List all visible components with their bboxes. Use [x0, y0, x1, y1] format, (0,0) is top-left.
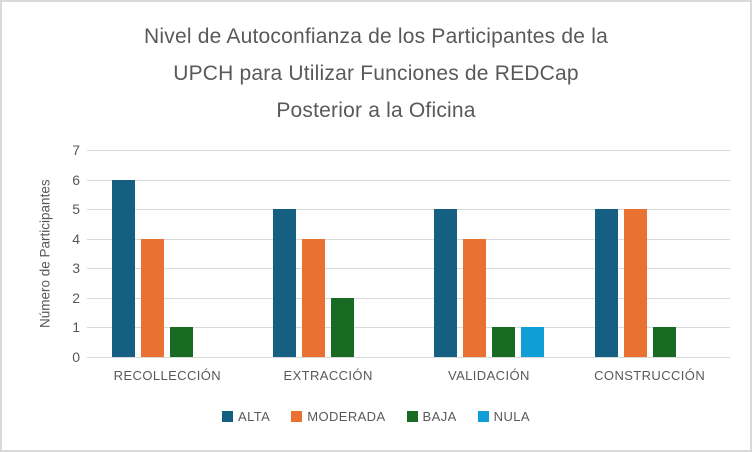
legend-label-moderada: MODERADA	[307, 409, 386, 424]
x-axis-label-validación: VALIDACIÓN	[447, 368, 530, 383]
chart-title-line-2: UPCH para Utilizar Funciones de REDCap	[173, 62, 579, 85]
y-tick-label-7: 7	[72, 142, 80, 158]
x-axis-label-construcción: CONSTRUCCIÓN	[594, 368, 706, 383]
y-tick-label-3: 3	[72, 260, 80, 277]
bar-moderada-construcción	[623, 209, 647, 357]
bar-alta-validación	[433, 209, 457, 357]
bar-moderada-validación	[462, 238, 486, 357]
chart-title: Nivel de Autoconfianza de los Participan…	[2, 18, 750, 129]
bar-baja-recollección	[170, 327, 194, 357]
legend-label-nula: NULA	[493, 409, 530, 424]
bar-alta-construcción	[594, 209, 618, 357]
y-tick-label-2: 2	[72, 289, 80, 306]
y-tick-label-0: 0	[72, 349, 80, 365]
bar-alta-extracción	[273, 209, 297, 357]
gridline-y-0	[87, 357, 730, 358]
legend-item-moderada: MODERADA	[291, 409, 385, 424]
x-axis-label-recollección: RECOLLECCIÓN	[113, 368, 222, 383]
gridline-y-6	[87, 179, 730, 181]
gridline-y-5	[87, 209, 730, 211]
bar-baja-construcción	[652, 327, 676, 357]
bar-moderada-recollección	[141, 238, 165, 357]
chart-title-line-3: Posterior a la Oficina	[276, 99, 476, 122]
gridline-y-2	[87, 297, 730, 299]
bar-group-validación	[409, 150, 570, 357]
y-tick-label-5: 5	[72, 201, 80, 218]
legend-swatch-baja	[406, 411, 418, 422]
y-tick-label-4: 4	[72, 230, 80, 247]
gridline-y-1	[87, 327, 730, 329]
legend: ALTA MODERADA BAJA NULA	[2, 409, 750, 424]
legend-swatch-moderada	[291, 411, 303, 422]
legend-swatch-alta	[222, 411, 234, 422]
legend-label-alta: ALTA	[238, 409, 271, 424]
bar-moderada-extracción	[302, 238, 326, 357]
bar-nula-validación	[520, 327, 544, 357]
legend-swatch-nula	[477, 411, 489, 422]
gridline-y-3	[87, 268, 730, 270]
legend-item-nula: NULA	[477, 409, 530, 424]
bar-baja-validación	[491, 327, 515, 357]
bar-group-extracción	[248, 150, 409, 357]
gridline-y-7	[87, 150, 730, 151]
y-tick-label-1: 1	[72, 319, 80, 336]
bar-group-construcción	[569, 150, 730, 357]
legend-item-baja: BAJA	[406, 409, 457, 424]
y-tick-label-6: 6	[72, 171, 80, 188]
bar-alta-recollección	[112, 179, 136, 357]
legend-label-baja: BAJA	[422, 409, 457, 424]
x-axis-label-extracción: EXTRACCIÓN	[283, 368, 373, 383]
chart-title-line-1: Nivel de Autoconfianza de los Participan…	[144, 25, 608, 48]
gridline-y-4	[87, 238, 730, 240]
bar-baja-extracción	[331, 297, 355, 357]
legend-item-alta: ALTA	[222, 409, 270, 424]
x-axis-labels: RECOLLECCIÓN EXTRACCIÓN VALIDACIÓN CONSTRUC…	[87, 368, 730, 383]
bar-group-recollección	[87, 150, 248, 357]
